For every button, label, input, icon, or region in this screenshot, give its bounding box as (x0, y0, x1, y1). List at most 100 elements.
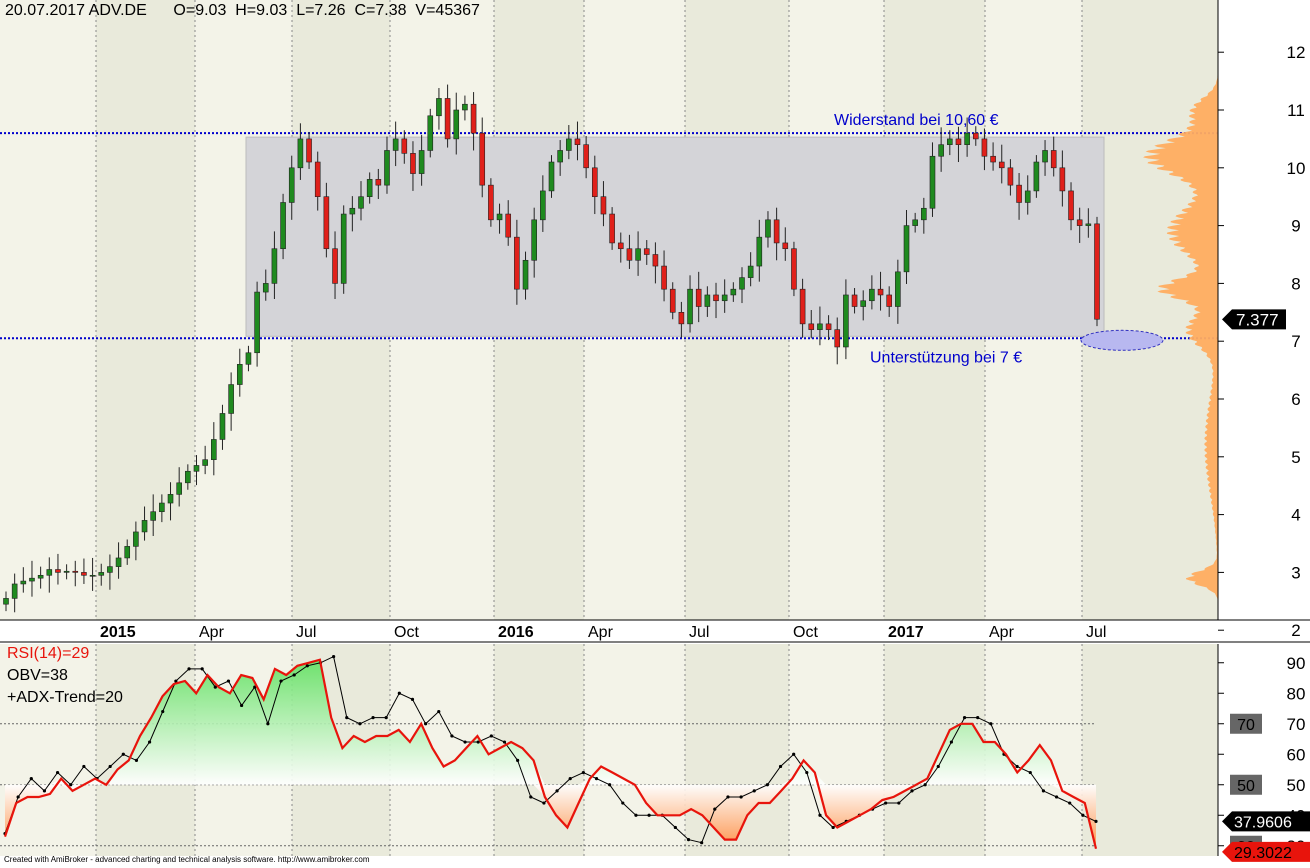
obv-point (384, 716, 388, 720)
candle-body (678, 311, 685, 325)
candle-body (912, 219, 918, 226)
candle-body (107, 566, 113, 573)
obv-value-badge (1222, 811, 1310, 832)
candle-body (219, 413, 226, 440)
candle-body (643, 248, 650, 255)
ind-y-tick-label: 80 (1287, 684, 1306, 703)
obv-point (147, 740, 152, 744)
ind-y-tick-label: 70 (1287, 715, 1306, 734)
obv-point (555, 789, 559, 793)
obv-point (332, 655, 336, 659)
ind-band (0, 644, 96, 856)
obv-line (4, 655, 1097, 844)
obv-point (778, 764, 783, 769)
time-x-axis: 2015 Apr Jul Oct 2016 Apr Jul Oct 2017 Apr Jul (100, 624, 1106, 641)
obv-point (476, 740, 480, 744)
x-tick-label: Oct (394, 624, 419, 641)
obv-point (240, 703, 244, 708)
candle-body (176, 482, 182, 495)
x-tick-label: Apr (199, 624, 225, 641)
support-label: Unterstützung bei 7 € (870, 349, 1022, 366)
y-tick-label: 6 (1291, 390, 1300, 409)
obv-point (976, 716, 980, 720)
candle-body (825, 323, 832, 330)
obv-value-text: 37.9606 (1234, 814, 1292, 831)
obv-point (174, 679, 178, 683)
candle-body (1024, 190, 1031, 203)
obv-point (1081, 813, 1085, 817)
candle-body (3, 598, 9, 605)
header-date: 20.07.2017 (5, 2, 86, 19)
candle-body (418, 150, 425, 174)
y-tick-label: 2 (1291, 621, 1300, 640)
candle-body (288, 167, 295, 203)
band (0, 0, 96, 620)
obv-point (226, 679, 231, 683)
obv-point (134, 758, 139, 762)
candle-body (617, 242, 624, 250)
candle-body (349, 207, 356, 215)
obv-point (1054, 795, 1059, 799)
header-high: H=9.03 (235, 2, 288, 19)
candle-body (687, 288, 693, 325)
obv-point (581, 770, 585, 775)
candle-body (444, 98, 451, 140)
candle-body (271, 248, 278, 284)
obv-point (765, 783, 769, 787)
obv-point (752, 789, 756, 793)
obv-point (1015, 764, 1019, 769)
obv-point (213, 685, 217, 689)
candle-body (306, 138, 312, 163)
candle-body (185, 470, 191, 484)
obv-legend: OBV=38 (7, 667, 68, 684)
candle-body (669, 288, 676, 313)
candle-body (851, 294, 858, 307)
obv-point (1094, 819, 1098, 823)
threshold-badge (1230, 774, 1262, 795)
obv-point (634, 813, 638, 817)
candle-body (886, 294, 892, 307)
candle-body (548, 161, 555, 192)
candle-body (635, 248, 641, 261)
candlestick-series (3, 84, 1100, 613)
x-tick-label: Jul (296, 624, 316, 641)
candle-body (81, 572, 87, 576)
x-tick-label: Oct (793, 624, 818, 641)
obv-point (82, 764, 86, 769)
y-tick-label: 3 (1291, 563, 1300, 582)
candle-body (947, 138, 953, 145)
candle-body (834, 329, 841, 348)
candle-body (366, 179, 373, 198)
candle-body (1042, 150, 1048, 163)
obv-point (792, 752, 796, 756)
candle-body (1085, 223, 1092, 226)
obv-point (69, 783, 73, 787)
obv-point (594, 777, 599, 781)
candle-body (747, 265, 754, 278)
obv-point (55, 770, 60, 775)
candle-body (297, 138, 304, 169)
candle-body (817, 323, 823, 330)
candle-body (739, 277, 745, 290)
obv-point (16, 795, 20, 799)
candle-body (600, 196, 607, 215)
candle-body (877, 288, 884, 296)
chart-header: 20.07.2017 ADV.DE O=9.03 H=9.03 L=7.26 C… (5, 2, 480, 20)
obv-point (673, 825, 677, 830)
obv-point (647, 813, 651, 817)
header-low: L=7.26 (296, 2, 346, 19)
x-tick-label: Jul (1086, 624, 1106, 641)
candle-body (955, 138, 962, 145)
candle-body (340, 213, 347, 284)
candle-body (695, 288, 702, 307)
obv-point (1068, 801, 1072, 805)
candle-body (1033, 161, 1040, 192)
ind-band (584, 644, 685, 856)
x-tick-label: 2015 (100, 624, 136, 641)
x-tick-label: Jul (689, 624, 709, 641)
obv-point (739, 795, 743, 799)
y-tick-label: 11 (1287, 101, 1305, 120)
obv-point (371, 716, 375, 720)
candle-body (730, 288, 737, 296)
